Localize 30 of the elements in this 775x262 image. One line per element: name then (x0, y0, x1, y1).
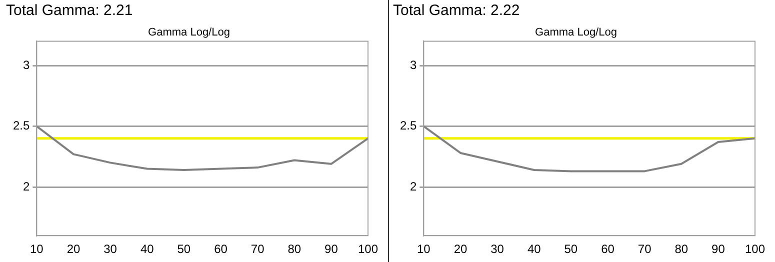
x-tick-label: 60 (214, 242, 228, 256)
x-tick-label: 80 (288, 242, 302, 256)
x-tick-label: 70 (638, 242, 652, 256)
y-tick-label: 2 (410, 179, 417, 194)
x-tick-label: 20 (66, 242, 80, 256)
chart-title: Total Gamma: 2.21 (6, 1, 134, 21)
x-tick-label: 40 (527, 242, 542, 256)
x-tick-label: 30 (104, 242, 118, 256)
x-tick-label: 50 (564, 242, 578, 256)
chart-subtitle: Gamma Log/Log (535, 26, 617, 39)
x-tick-label: 70 (250, 242, 265, 256)
chart-title: Total Gamma: 2.22 (393, 1, 521, 21)
y-tick-label: 3 (410, 58, 417, 72)
x-tick-label: 40 (140, 242, 154, 256)
x-tick-label: 100 (744, 242, 766, 256)
x-tick-label: 90 (324, 242, 338, 256)
x-tick-label: 30 (490, 242, 504, 256)
y-tick-label: 2.5 (12, 118, 30, 133)
x-tick-label: 10 (417, 242, 431, 256)
x-tick-label: 20 (454, 242, 468, 256)
x-tick-label: 50 (177, 242, 191, 256)
y-tick-label: 2 (22, 179, 30, 194)
x-tick-label: 60 (601, 242, 615, 256)
x-tick-label: 90 (712, 242, 726, 256)
y-tick-label: 3 (22, 58, 30, 72)
x-tick-label: 10 (30, 242, 44, 256)
x-tick-label: 100 (358, 242, 378, 256)
x-tick-label: 80 (674, 242, 688, 256)
y-tick-label: 2.5 (400, 118, 417, 133)
chart-subtitle: Gamma Log/Log (148, 26, 230, 39)
